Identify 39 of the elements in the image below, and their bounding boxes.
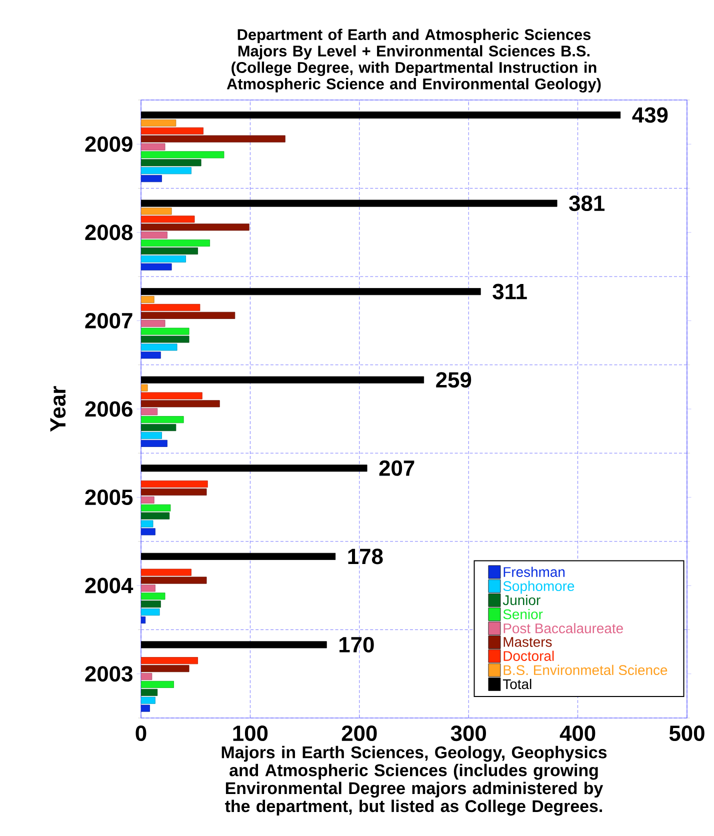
x-tick-label: 100 [233, 726, 268, 742]
legend-label: Doctoral [504, 650, 554, 661]
y-tick-label: 2007 [85, 312, 132, 328]
y-tick-label: 2009 [85, 136, 132, 152]
data-label: 178 [348, 548, 383, 564]
x-tick-label: 300 [450, 726, 486, 742]
y-axis-title: Year [50, 386, 66, 432]
bar [141, 312, 236, 319]
x-axis-title: Majors in Earth Sciences, Geology, Geophysics and Atmospheric Sciences (includes growing Environmental Degree majors administered by the department, but listed as College Degrees. [222, 746, 607, 816]
x-tick-label: 200 [342, 726, 377, 742]
data-label: 439 [632, 107, 668, 123]
y-tick-label: 2004 [85, 578, 134, 594]
x-tick-label: 500 [669, 726, 704, 742]
data-label: 311 [492, 284, 527, 300]
legend-label: Senior [503, 608, 543, 620]
legend-label: Post Baccalaureate [504, 623, 623, 634]
bar [141, 480, 208, 488]
legend-label: Sophomore [503, 580, 574, 594]
legend-label: Junior [502, 594, 540, 606]
chart-title: Department of Earth and Atmospheric Sciences Majors By Level + Environmental Sciences B.S. (College Degree, with Departmental Instruction in Atmospheric Science and Environmental Geology) [226, 28, 601, 92]
y-tick-label: 2006 [85, 401, 132, 417]
data-label: 259 [436, 372, 472, 388]
bar [141, 400, 220, 408]
data-label: 207 [379, 460, 414, 476]
legend-label: Freshman [504, 566, 565, 577]
x-tick-label: 0 [136, 726, 146, 742]
y-tick-label: 2005 [85, 490, 133, 506]
legend-label: Total [502, 678, 532, 690]
legend-label: B.S. Environmetal Science [504, 664, 668, 676]
data-label: 170 [340, 636, 374, 652]
y-tick-label: 2003 [85, 666, 132, 682]
bar [141, 224, 250, 231]
bar [141, 135, 286, 142]
x-tick-label: 400 [560, 726, 596, 742]
bar [141, 240, 210, 247]
data-label: 381 [569, 196, 605, 212]
y-tick-label: 2008 [85, 224, 133, 240]
bar [141, 127, 204, 134]
legend-label: Masters [504, 637, 552, 647]
